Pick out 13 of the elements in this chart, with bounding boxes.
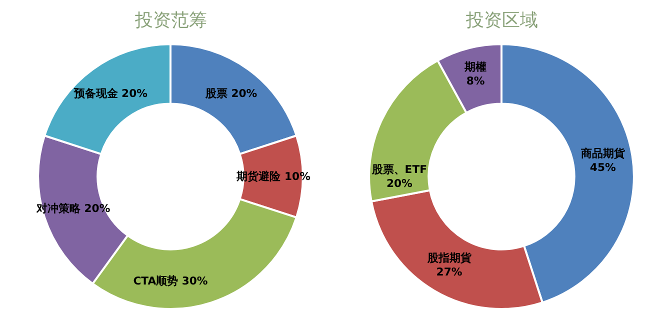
slice-label: 股指期貨 [426, 251, 472, 264]
slice-label: CTA顺势 30% [133, 274, 208, 288]
chart-title: 投资范筹 [134, 10, 207, 31]
chart-title: 投资区域 [465, 10, 538, 31]
slice-label: 期權 [464, 60, 487, 74]
data-label: 27% [436, 266, 462, 279]
data-label: 20% [386, 177, 412, 190]
slice-label: 股票、ETF [370, 163, 427, 176]
data-label: 45% [590, 161, 616, 174]
data-label: 8% [466, 74, 485, 88]
slice-label: 商品期貨 [580, 147, 625, 160]
slice-label: 股票 20% [204, 87, 258, 100]
slice-label: 预备现金 20% [72, 87, 148, 100]
